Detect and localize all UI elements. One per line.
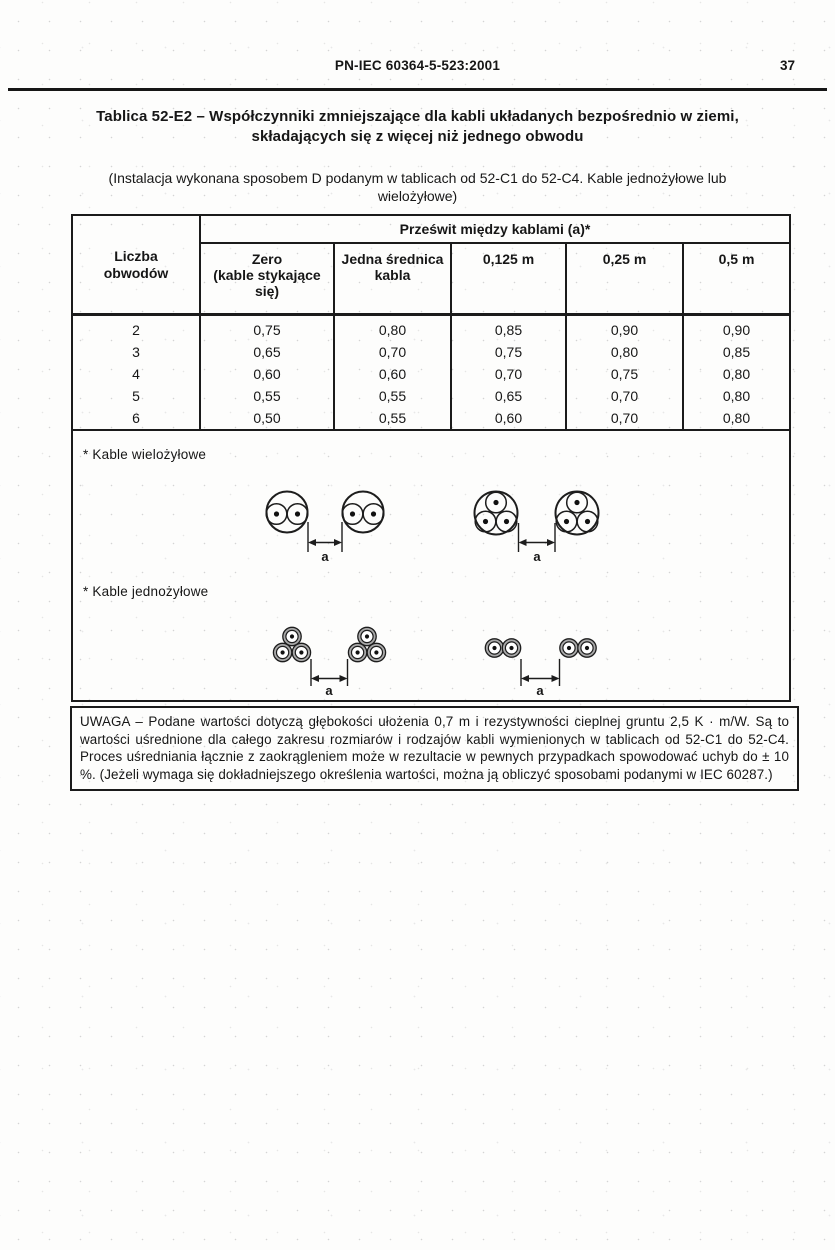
coefficient-cell: 0,65 (450, 385, 566, 407)
page-number: 37 (779, 58, 795, 73)
coefficient-cell: 0,75 (199, 314, 334, 341)
coefficient-cell: 0,85 (682, 341, 789, 363)
multicore-2core-cable (341, 490, 385, 534)
dimension-arrow (520, 659, 561, 686)
dimension-label: a (536, 683, 544, 698)
column-header-zero: Zero (kable stykające się) (199, 243, 334, 316)
multicore-2core-cable (265, 490, 309, 534)
column-header-05m: 0,5 m (682, 243, 789, 316)
singlecore-trefoil-group (347, 626, 387, 663)
multicore-3core-cable (554, 490, 600, 536)
dimension-arrow (517, 523, 556, 552)
circuit-count-cell: 3 (132, 344, 140, 360)
coefficient-cell: 0,85 (450, 314, 566, 341)
coefficient-cell: 0,70 (333, 341, 451, 363)
table-header-row-1: Liczba obwodów Prześwit między kablami (… (73, 216, 789, 316)
footnote-multicore-label: * Kable wielożyłowe (83, 447, 207, 462)
circuit-count-cell: 6 (132, 410, 140, 426)
coefficients-table: Liczba obwodów Prześwit między kablami (… (73, 216, 789, 429)
coefficient-cell: 0,80 (333, 314, 451, 341)
circuit-count-cell: 4 (132, 366, 140, 382)
dimension-label: a (533, 549, 541, 564)
column-header-clearance: Prześwit między kablami (a)* (199, 216, 789, 244)
singlecore-trefoil-group (272, 626, 312, 663)
note-box: UWAGA – Podane wartości dotyczą głębokoś… (70, 706, 799, 792)
coefficient-cell: 0,90 (682, 314, 789, 341)
table-row: 6 0,50 0,55 0,60 0,70 0,80 (73, 407, 789, 429)
dimension-label: a (325, 683, 333, 698)
table-row: 2 0,75 0,80 0,85 0,90 0,90 (73, 314, 789, 341)
coefficient-cell: 0,60 (450, 407, 566, 429)
table-title-line1: Tablica 52-E2 – Współczynniki zmniejszaj… (96, 108, 739, 125)
table-title: Tablica 52-E2 – Współczynniki zmniejszaj… (0, 107, 835, 147)
column-header-one-diameter: Jedna średnica kabla (333, 243, 451, 316)
multicore-cables-diagram: a (265, 490, 600, 564)
dimension-label: a (321, 549, 329, 564)
coefficient-cell: 0,80 (565, 341, 683, 363)
table-row: 4 0,60 0,60 0,70 0,75 0,80 (73, 363, 789, 385)
coefficient-cell: 0,55 (333, 407, 451, 429)
footnote-singlecore-label: * Kable jednożyłowe (83, 584, 209, 599)
coefficient-cell: 0,90 (565, 314, 683, 341)
coefficient-cell: 0,75 (450, 341, 566, 363)
coefficient-cell: 0,80 (682, 385, 789, 407)
table-row: 5 0,55 0,55 0,65 0,70 0,80 (73, 385, 789, 407)
table-row: 3 0,65 0,70 0,75 0,80 0,85 (73, 341, 789, 363)
singlecore-flat-pair (484, 638, 522, 658)
circuit-count-cell: 5 (132, 388, 140, 404)
coefficient-cell: 0,70 (565, 407, 683, 429)
coefficient-cell: 0,50 (199, 407, 334, 429)
singlecore-cables-diagram: a (272, 626, 597, 698)
singlecore-flat-pair (559, 638, 597, 658)
column-header-0125m: 0,125 m (450, 243, 566, 316)
column-header-circuits: Liczba obwodów (73, 216, 200, 316)
footnote-area: * Kable wielożyłowe * Kable jednożyłowe (73, 431, 789, 700)
table-container: Liczba obwodów Prześwit między kablami (… (71, 214, 791, 702)
coefficient-cell: 0,55 (333, 385, 451, 407)
table-body-separator (73, 429, 789, 431)
multicore-3core-cable (473, 490, 519, 536)
coefficient-cell: 0,55 (199, 385, 334, 407)
coefficient-cell: 0,70 (450, 363, 566, 385)
standard-number: PN-IEC 60364-5-523:2001 (334, 58, 501, 73)
coefficient-cell: 0,75 (565, 363, 683, 385)
coefficient-cell: 0,65 (199, 341, 334, 363)
note-text: UWAGA – Podane wartości dotyczą głębokoś… (80, 714, 789, 782)
table-header-row-2: Zero (kable stykające się) Jedna średnic… (73, 243, 789, 316)
column-header-025m: 0,25 m (565, 243, 683, 316)
coefficient-cell: 0,60 (333, 363, 451, 385)
table-subtitle: (Instalacja wykonana sposobem D podanym … (108, 170, 727, 204)
coefficient-cell: 0,80 (682, 363, 789, 385)
page-header: PN-IEC 60364-5-523:2001 37 (0, 0, 835, 78)
table-title-line2: składających się z więcej niż jednego ob… (251, 128, 584, 145)
dimension-arrow (307, 522, 343, 552)
coefficient-cell: 0,80 (682, 407, 789, 429)
header-rule (8, 88, 827, 91)
coefficient-cell: 0,70 (565, 385, 683, 407)
dimension-arrow (310, 659, 349, 686)
cable-diagrams: a (265, 490, 600, 698)
coefficient-cell: 0,60 (199, 363, 334, 385)
circuit-count-cell: 2 (132, 322, 140, 338)
